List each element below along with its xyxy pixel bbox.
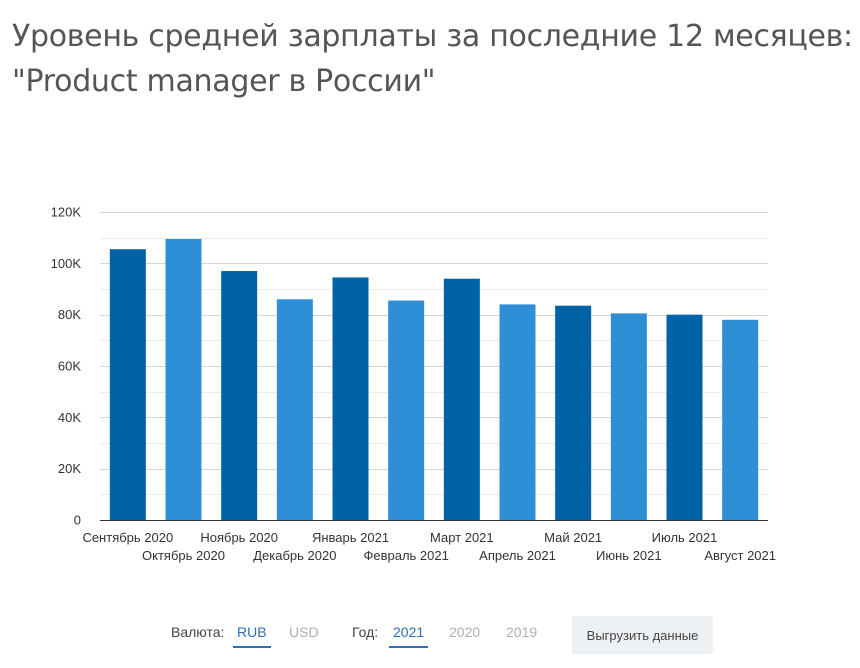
bar[interactable]: [109, 249, 146, 520]
x-tick-label: Сентябрь 2020: [82, 530, 173, 545]
chart-controls: Валюта: RUB USD Год: 2021 2020 2019 Выгр…: [0, 614, 860, 654]
bar[interactable]: [221, 271, 258, 520]
x-tick-label: Август 2021: [704, 548, 776, 563]
chart-title-line-1: Уровень средней зарплаты за последние 12…: [12, 19, 853, 54]
year-option-2020[interactable]: 2020: [449, 624, 481, 640]
y-tick-label: 40K: [58, 410, 81, 425]
year-option-2021-label: 2021: [393, 624, 425, 640]
year-option-2019[interactable]: 2019: [506, 624, 538, 640]
chart-title-line-2: "Product manager в России": [12, 64, 436, 99]
salary-bar-chart: 0 20K 40K 60K 80K 100K 120K Сентябрь 2020 Октяб…: [51, 205, 776, 564]
bar[interactable]: [443, 278, 480, 520]
x-tick-label: Июнь 2021: [596, 548, 662, 563]
x-axis: Сентябрь 2020 Октябрь 2020 Ноябрь 2020 Дека…: [82, 530, 776, 563]
x-tick-label: Июль 2021: [652, 530, 718, 545]
currency-selected-underline: [233, 646, 271, 648]
x-tick-label: Апрель 2021: [479, 548, 556, 563]
x-tick-label: Февраль 2021: [363, 548, 448, 563]
bar[interactable]: [165, 238, 202, 520]
y-tick-label: 80K: [58, 307, 81, 322]
bar[interactable]: [555, 305, 592, 520]
bar[interactable]: [722, 319, 759, 520]
chart-bars: [109, 238, 759, 520]
y-tick-label: 100K: [51, 256, 82, 271]
x-tick-label: Декабрь 2020: [253, 548, 336, 563]
year-selected-underline: [389, 646, 429, 648]
x-tick-label: Ноябрь 2020: [200, 530, 278, 545]
currency-option-usd[interactable]: USD: [289, 624, 319, 640]
bar[interactable]: [666, 314, 703, 520]
export-data-button-label: Выгрузить данные: [586, 627, 699, 643]
bar[interactable]: [388, 300, 425, 520]
export-data-button[interactable]: Выгрузить данные: [572, 616, 713, 654]
y-tick-label: 120K: [51, 205, 82, 220]
y-tick-label: 0: [74, 513, 81, 528]
y-axis: 0 20K 40K 60K 80K 100K 120K: [51, 205, 82, 528]
currency-option-rub[interactable]: RUB: [233, 624, 271, 648]
year-label: Год:: [352, 624, 379, 640]
y-tick-label: 60K: [58, 359, 81, 374]
year-option-2021[interactable]: 2021: [389, 624, 429, 648]
y-tick-label: 20K: [58, 461, 81, 476]
bar[interactable]: [332, 277, 369, 520]
bar[interactable]: [499, 304, 536, 520]
bar[interactable]: [610, 313, 647, 520]
currency-option-rub-label: RUB: [237, 624, 267, 640]
x-tick-label: Январь 2021: [312, 530, 389, 545]
x-tick-label: Октябрь 2020: [142, 548, 225, 563]
chart-grid: [100, 212, 768, 521]
currency-label: Валюта:: [171, 624, 225, 640]
bar[interactable]: [276, 299, 313, 520]
x-tick-label: Май 2021: [544, 530, 602, 545]
x-tick-label: Март 2021: [430, 530, 494, 545]
chart-title: Уровень средней зарплаты за последние 12…: [12, 14, 853, 104]
